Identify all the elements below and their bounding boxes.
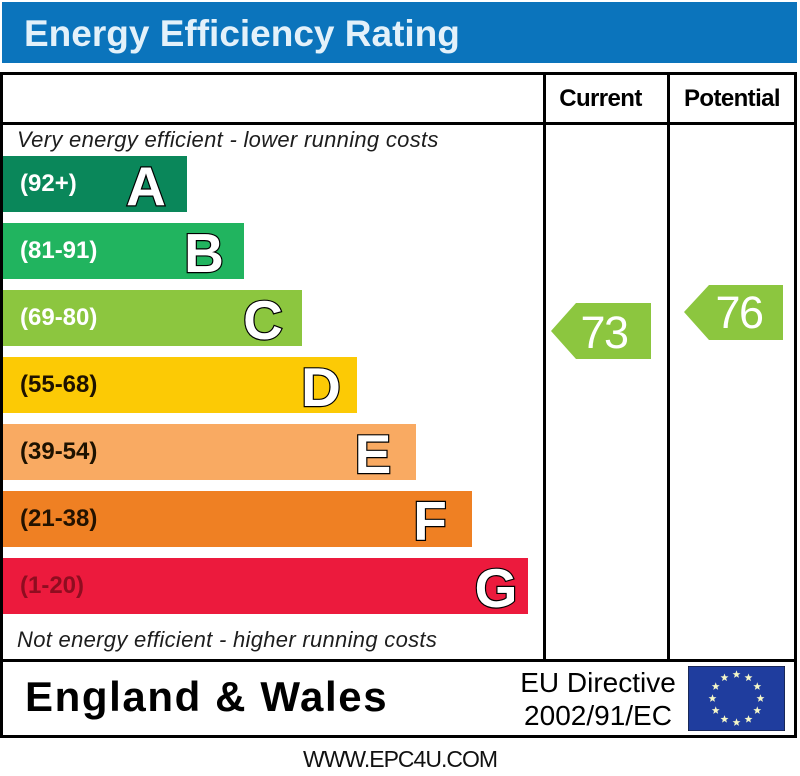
svg-text:D: D [301,357,341,418]
svg-text:G: G [475,558,518,619]
svg-text:C: C [243,290,283,351]
svg-text:A: A [126,156,166,217]
svg-text:73: 73 [580,307,628,358]
svg-text:F: F [413,491,447,552]
svg-text:E: E [355,424,392,485]
svg-text:76: 76 [715,287,763,338]
svg-text:B: B [184,223,224,284]
